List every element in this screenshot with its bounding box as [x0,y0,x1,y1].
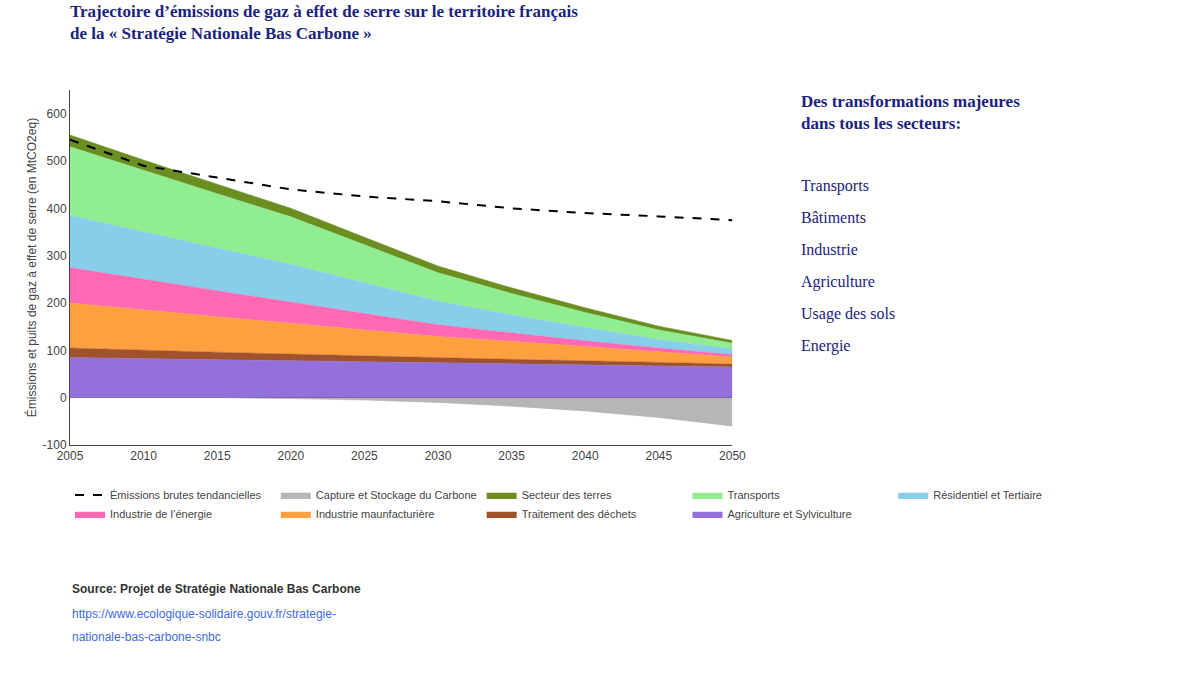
svg-text:2030: 2030 [425,449,452,463]
svg-text:Résidentiel et Tertiaire: Résidentiel et Tertiaire [933,489,1042,501]
svg-text:2035: 2035 [498,449,525,463]
svg-text:-100: -100 [43,438,67,452]
svg-text:Industrie de l’énergie: Industrie de l’énergie [110,508,212,520]
svg-text:400: 400 [47,202,67,216]
svg-text:2025: 2025 [351,449,378,463]
svg-text:Energie: Energie [801,337,850,355]
svg-text:Capture et Stockage du Carbone: Capture et Stockage du Carbone [316,489,477,501]
svg-text:0: 0 [60,391,67,405]
svg-text:Usage des sols: Usage des sols [801,305,895,323]
svg-text:2040: 2040 [572,449,599,463]
svg-text:200: 200 [47,296,67,310]
svg-text:500: 500 [47,154,67,168]
svg-text:https://www.ecologique-solidai: https://www.ecologique-solidaire.gouv.fr… [72,607,336,621]
svg-text:300: 300 [47,249,67,263]
svg-text:2005: 2005 [57,449,84,463]
svg-text:Émissions et puits de gaz à ef: Émissions et puits de gaz à effet de ser… [24,118,39,417]
svg-text:100: 100 [47,344,67,358]
svg-text:Industrie: Industrie [801,241,858,258]
svg-text:Industrie maunfacturière: Industrie maunfacturière [316,508,435,520]
svg-text:Traitement des déchets: Traitement des déchets [522,508,637,520]
svg-text:2045: 2045 [645,449,672,463]
svg-text:nationale-bas-carbone-snbc: nationale-bas-carbone-snbc [72,630,221,644]
svg-text:Bâtiments: Bâtiments [801,209,866,226]
svg-text:Transports: Transports [801,177,869,195]
svg-text:Secteur des terres: Secteur des terres [522,489,612,501]
svg-text:Source: Projet de Stratégie Na: Source: Projet de Stratégie Nationale Ba… [72,582,361,596]
svg-text:600: 600 [47,107,67,121]
svg-text:2020: 2020 [277,449,304,463]
svg-text:2050: 2050 [719,449,746,463]
svg-text:Trajectoire d’émissions de gaz: Trajectoire d’émissions de gaz à effet d… [70,2,578,43]
svg-text:Agriculture et Sylviculture: Agriculture et Sylviculture [727,508,851,520]
svg-text:2015: 2015 [204,449,231,463]
svg-text:Transports: Transports [727,489,780,501]
svg-text:2010: 2010 [130,449,157,463]
svg-text:Des transformations majeuresda: Des transformations majeuresdans tous le… [801,92,1020,133]
svg-text:Agriculture: Agriculture [801,273,875,291]
svg-text:Émissions brutes tendancielles: Émissions brutes tendancielles [110,489,262,501]
